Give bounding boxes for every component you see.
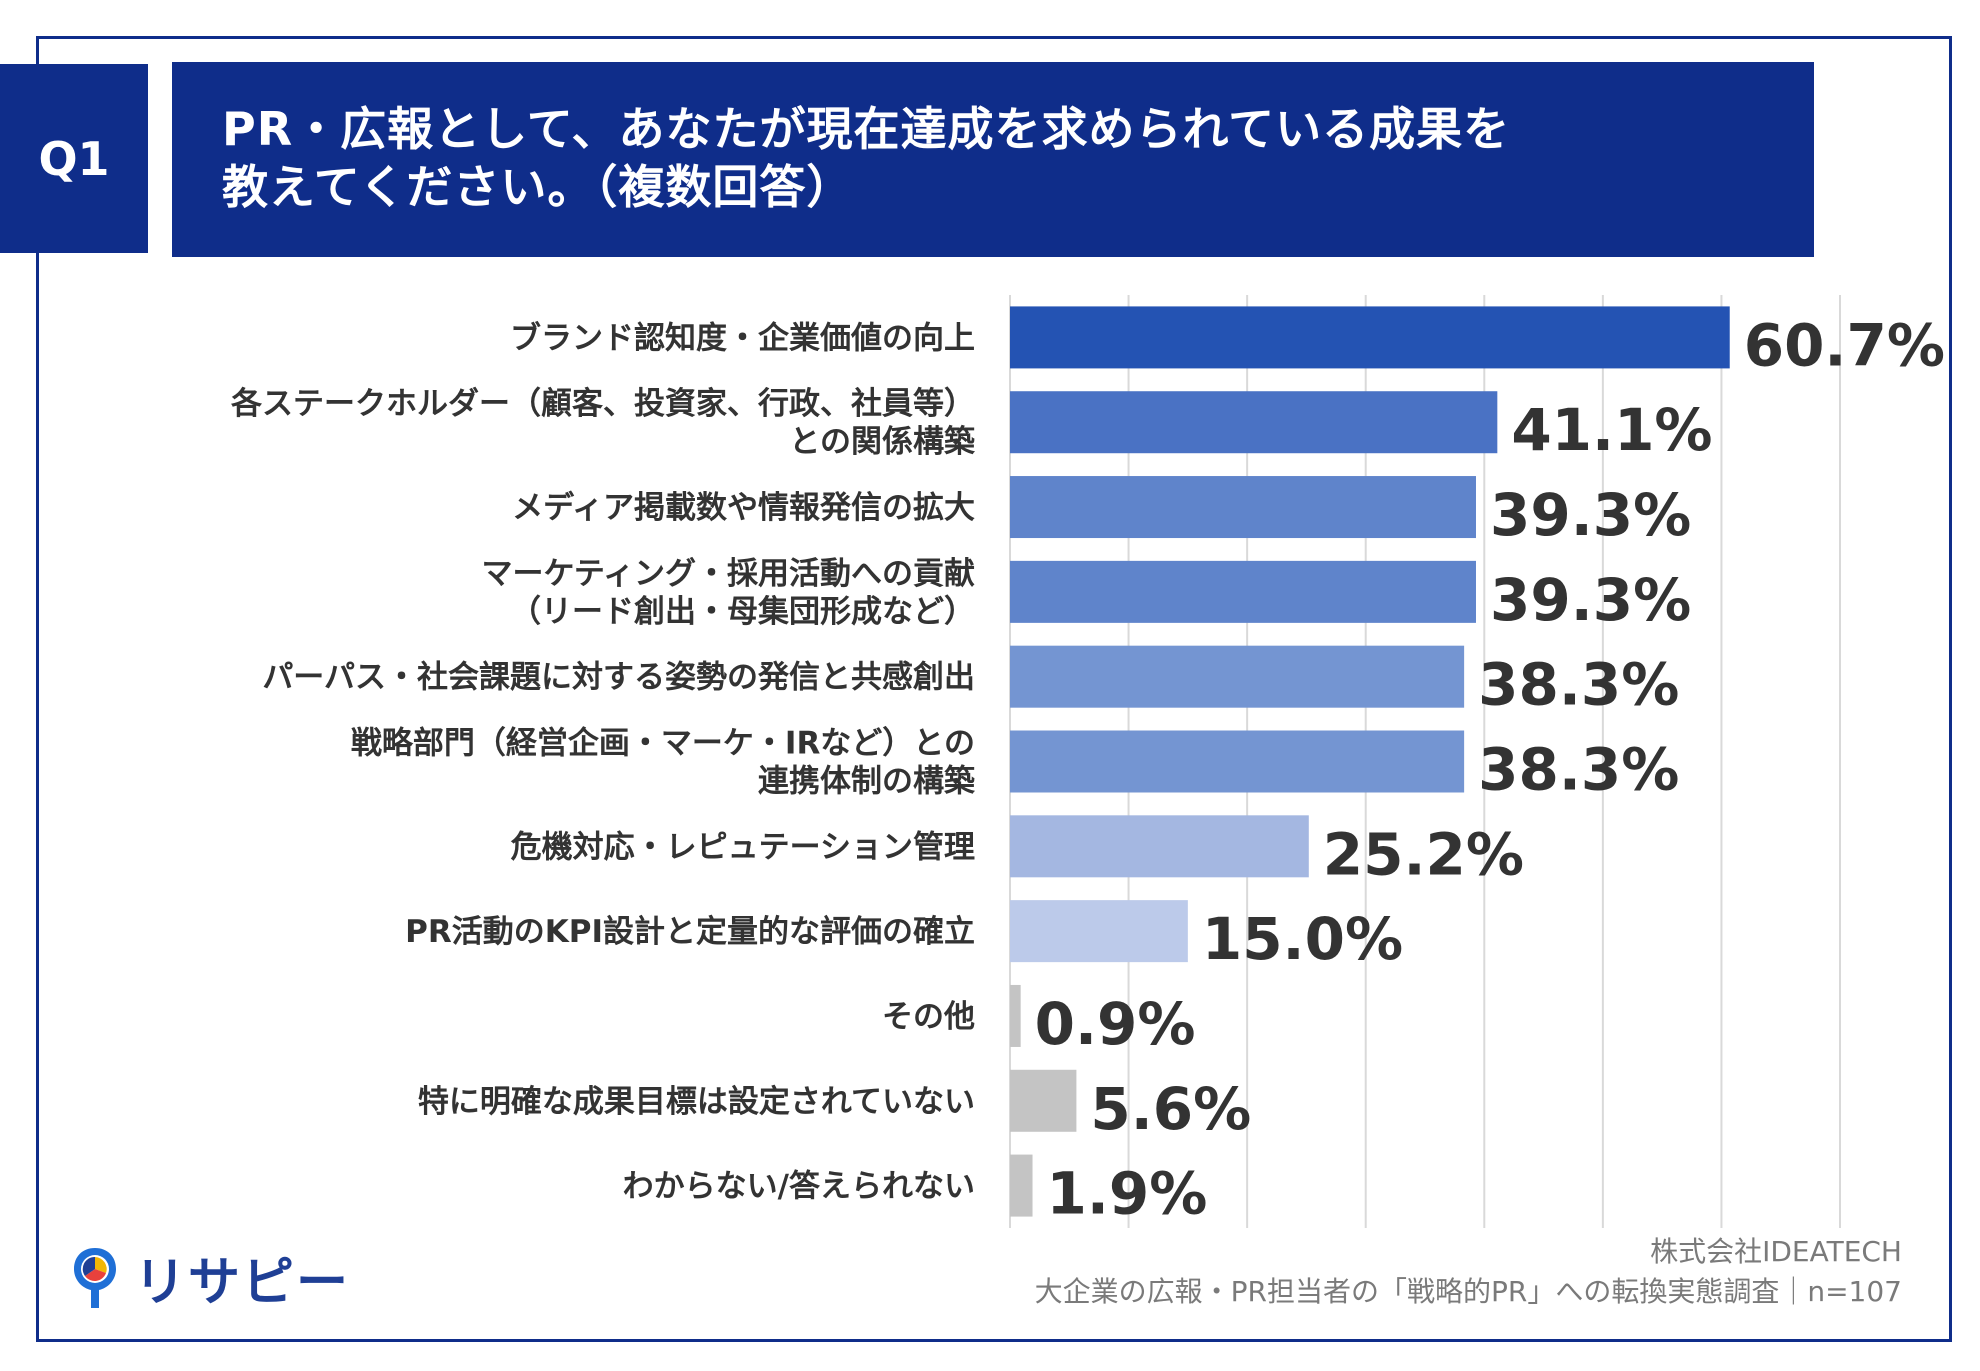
value-label: 0.9%: [1035, 990, 1196, 1058]
outer-frame: [36, 36, 1952, 1342]
logo: リサピー: [70, 1240, 350, 1315]
question-title-line2: 教えてください。（複数回答）: [222, 160, 854, 214]
category-label: その他: [882, 999, 975, 1035]
value-label: 38.3%: [1478, 651, 1679, 719]
category-label: 各ステークホルダー（顧客、投資家、行政、社員等）との関係構築: [230, 386, 976, 460]
category-label: 危機対応・レピュテーション管理: [511, 829, 975, 865]
category-label: メディア掲載数や情報発信の拡大: [512, 490, 975, 526]
category-label: わからない/答えられない: [623, 1169, 975, 1205]
question-title: PR・広報として、あなたが現在達成を求められている成果を 教えてください。（複数…: [172, 62, 1814, 257]
value-label: 41.1%: [1511, 396, 1712, 464]
bar: [1010, 900, 1188, 963]
footer-company: 株式会社IDEATECH: [1650, 1235, 1902, 1268]
value-label: 39.3%: [1490, 481, 1691, 549]
pin-logo-icon: [74, 1247, 116, 1308]
footer-survey: 大企業の広報・PR担当者の「戦略的PR」への転換実態調査｜n=107: [1034, 1275, 1902, 1308]
category-label: 戦略部門（経営企画・マーケ・IRなど）との連携体制の構築: [351, 726, 976, 800]
bar: [1010, 306, 1730, 369]
category-label: パーパス・社会課題に対する姿勢の発信と共感創出: [262, 660, 975, 696]
bar: [1010, 1154, 1033, 1217]
question-title-line1: PR・広報として、あなたが現在達成を求められている成果を: [222, 102, 1511, 156]
value-label: 25.2%: [1323, 820, 1524, 888]
bar: [1010, 730, 1465, 793]
value-label: 5.6%: [1090, 1075, 1251, 1143]
bar: [1010, 984, 1021, 1047]
bar: [1010, 560, 1476, 623]
category-label: マーケティング・採用活動への貢献（リード創出・母集団形成など）: [481, 556, 975, 630]
value-label: 38.3%: [1478, 736, 1679, 804]
bar: [1010, 391, 1498, 454]
bar: [1010, 645, 1465, 708]
logo-text: リサピー: [134, 1253, 351, 1313]
value-label: 1.9%: [1047, 1160, 1208, 1228]
value-label: 60.7%: [1744, 311, 1945, 379]
bar: [1010, 1069, 1077, 1132]
question-badge: Q1: [0, 64, 148, 253]
category-label: 特に明確な成果目標は設定されていない: [418, 1084, 975, 1120]
category-label: PR活動のKPI設計と定量的な評価の確立: [405, 914, 975, 950]
value-label: 39.3%: [1490, 566, 1691, 634]
category-label: ブランド認知度・企業価値の向上: [510, 320, 975, 356]
bar: [1010, 815, 1309, 878]
value-label: 15.0%: [1202, 905, 1403, 973]
bar: [1010, 476, 1476, 539]
